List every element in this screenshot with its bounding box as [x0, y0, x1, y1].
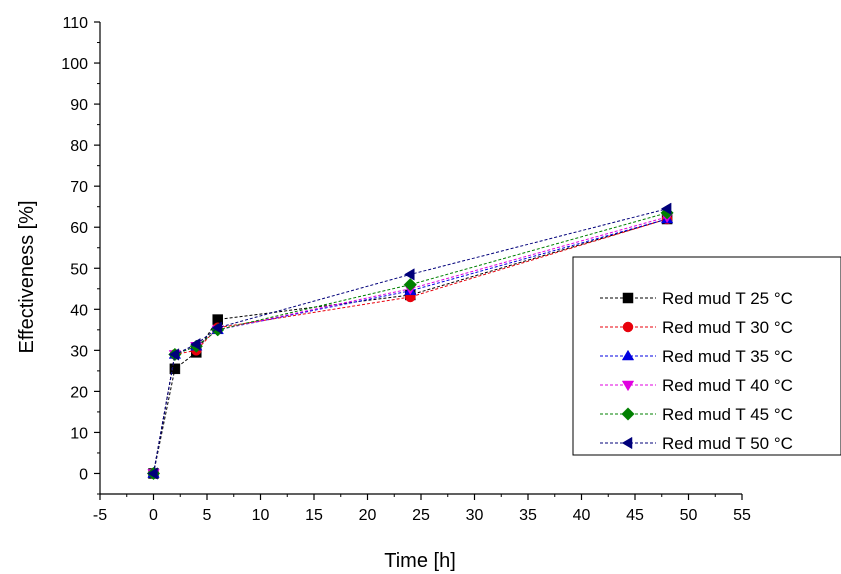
x-tick-label: 55 [733, 507, 751, 524]
legend-label: Red mud T 25 °C [662, 289, 793, 308]
legend-label: Red mud T 50 °C [662, 434, 793, 453]
data-point [147, 467, 158, 480]
x-tick-label: 30 [466, 507, 484, 524]
legend-items: Red mud T 25 °C Red mud T 30 °C Red mud T … [600, 289, 793, 453]
data-point [169, 363, 181, 375]
y-tick-label: 80 [70, 138, 88, 155]
y-tick-label: 20 [70, 384, 88, 401]
y-tick-label: 10 [70, 425, 88, 442]
x-tick-label: 25 [412, 507, 430, 524]
y-tick-label: 60 [70, 220, 88, 237]
data-point [190, 338, 201, 351]
legend-marker [621, 407, 635, 421]
series-line [153, 208, 668, 474]
data-point [168, 348, 180, 361]
y-ticks: 0 10 20 30 40 50 60 70 80 90 100 110 [61, 15, 100, 495]
x-tick-label: 35 [519, 507, 537, 524]
legend-item: Red mud T 40 °C [600, 376, 793, 395]
legend-marker [621, 380, 635, 392]
data-point [660, 202, 672, 215]
x-tick-label: 20 [359, 507, 377, 524]
y-tick-label: 40 [70, 302, 88, 319]
legend: Red mud T 25 °C Red mud T 30 °C Red mud T … [572, 256, 841, 456]
series-line [153, 218, 668, 474]
legend-label: Red mud T 30 °C [662, 318, 793, 337]
x-axis-title: Time [h] [384, 550, 456, 572]
legend-item: Red mud T 30 °C [600, 318, 793, 337]
legend-marker [621, 349, 635, 361]
legend-item: Red mud T 35 °C [600, 347, 793, 366]
legend-label: Red mud T 40 °C [662, 376, 793, 395]
legend-marker [621, 436, 633, 450]
x-tick-label: 5 [203, 507, 212, 524]
legend-label: Red mud T 35 °C [662, 347, 793, 366]
y-tick-label: 90 [70, 97, 88, 114]
y-tick-label: 110 [62, 15, 88, 32]
data-point [211, 321, 222, 334]
data-point [404, 268, 415, 281]
x-tick-label: 10 [252, 507, 270, 524]
x-tick-label: 0 [149, 507, 158, 524]
data-point [403, 278, 417, 292]
y-tick-label: 70 [70, 179, 88, 196]
x-tick-label: 50 [680, 507, 698, 524]
y-tick-label: 100 [61, 56, 88, 73]
legend-item: Red mud T 50 °C [600, 434, 793, 453]
y-tick-label: 0 [79, 466, 88, 483]
legend-item: Red mud T 45 °C [600, 405, 793, 424]
x-tick-label: 40 [573, 507, 591, 524]
legend-marker [622, 321, 634, 333]
x-tick-label: 15 [305, 507, 323, 524]
y-tick-label: 50 [70, 261, 88, 278]
x-tick-label: -5 [93, 507, 107, 524]
legend-marker [622, 292, 634, 304]
series-layer [146, 202, 674, 481]
legend-label: Red mud T 45 °C [662, 405, 793, 424]
y-tick-label: 30 [70, 343, 88, 360]
legend-item: Red mud T 25 °C [600, 289, 793, 308]
x-tick-label: 45 [626, 507, 644, 524]
x-ticks: -5 0 5 10 15 20 25 30 35 40 45 50 55 [93, 494, 751, 524]
series-6 [147, 202, 672, 480]
y-axis-title: Effectiveness [%] [16, 200, 38, 353]
